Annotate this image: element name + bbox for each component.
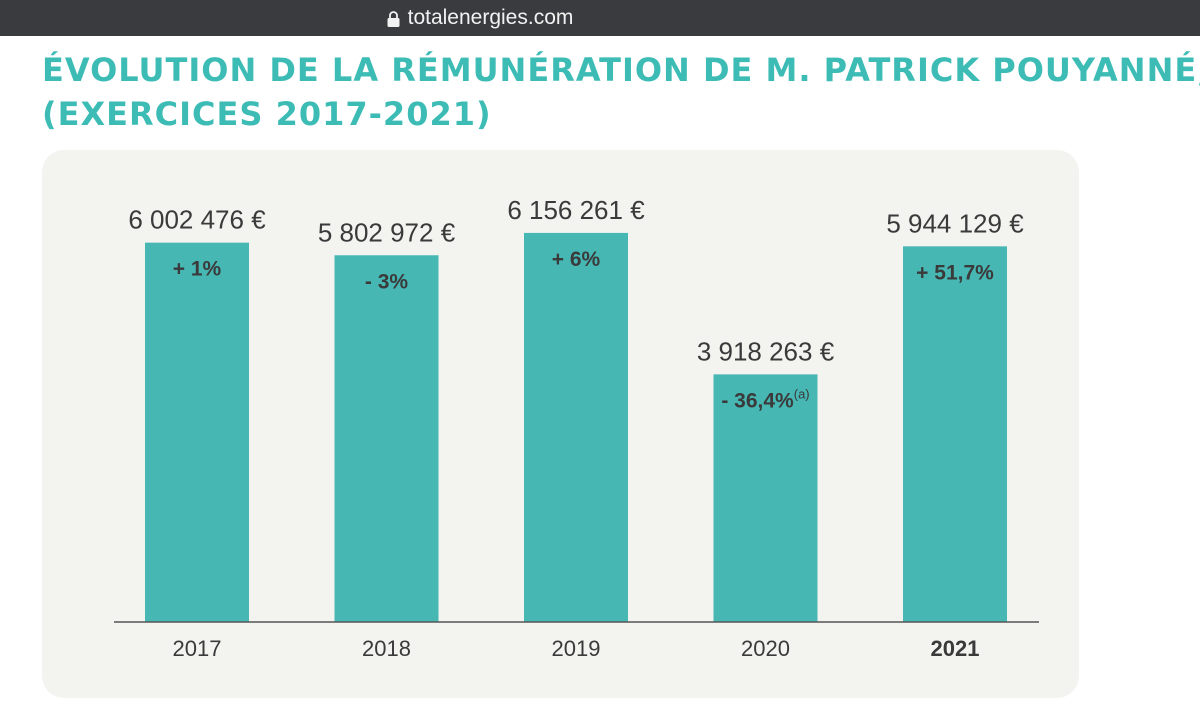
x-tick-2021: 2021 — [931, 636, 980, 661]
browser-address-bar[interactable]: totalenergies.com — [0, 0, 1200, 36]
value-label-2017: 6 002 476 € — [128, 205, 266, 235]
x-tick-2019: 2019 — [552, 636, 601, 661]
url-text[interactable]: totalenergies.com — [407, 6, 574, 29]
lock-icon — [387, 11, 400, 27]
x-tick-2018: 2018 — [362, 636, 411, 661]
bar-2017 — [145, 242, 249, 622]
page-title: ÉVOLUTION DE LA RÉMUNÉRATION DE M. PATRI… — [42, 48, 1200, 136]
change-label-2019: + 6% — [552, 248, 601, 271]
x-tick-2020: 2020 — [741, 636, 790, 661]
value-label-2018: 5 802 972 € — [318, 217, 456, 247]
title-line-1: ÉVOLUTION DE LA RÉMUNÉRATION DE M. PATRI… — [42, 51, 1200, 89]
value-label-2020: 3 918 263 € — [697, 336, 835, 366]
x-tick-2017: 2017 — [173, 636, 222, 661]
title-line-2: (EXERCICES 2017-2021) — [42, 95, 492, 133]
value-label-2021: 5 944 129 € — [886, 208, 1024, 238]
bar-2021 — [903, 246, 1007, 622]
change-label-2021: + 51,7% — [916, 261, 994, 284]
bar-2018 — [334, 255, 439, 622]
value-label-2019: 6 156 261 € — [507, 195, 645, 225]
bar-2019 — [524, 232, 628, 622]
bar-chart: 6 002 476 € + 1% 2017 5 802 972 € - 3% 2018 6 … — [114, 195, 1039, 661]
change-label-2018: - 3% — [365, 270, 409, 293]
change-label-2017: + 1% — [173, 258, 222, 281]
bar-2020 — [713, 374, 818, 622]
chart-panel: 6 002 476 € + 1% 2017 5 802 972 € - 3% 2018 6 … — [42, 150, 1079, 698]
footnote-marker: (a) — [794, 386, 810, 401]
